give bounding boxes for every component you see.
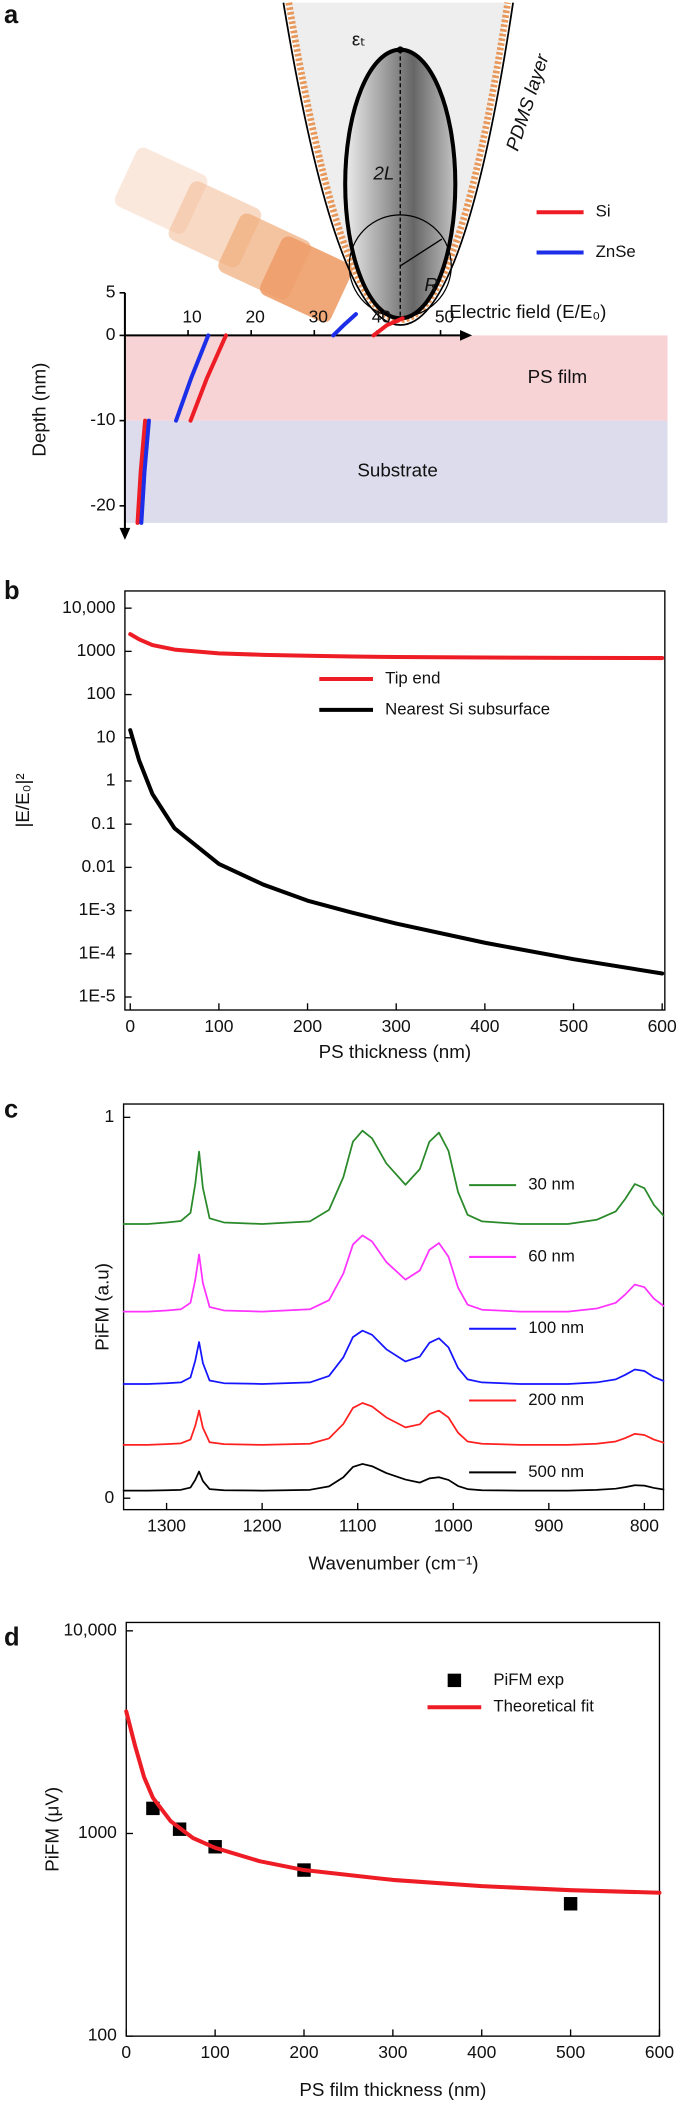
y-tick-label: 0.1 [91,813,115,833]
x-axis-label: PS film thickness (nm) [299,2079,486,2100]
x-tick-label: 300 [378,2042,407,2062]
y-tick-label: 1000 [78,1822,117,1842]
data-line [128,632,665,661]
x-tick-label: 300 [382,1016,411,1036]
x-tick-label: 100 [204,1016,233,1036]
data-line [128,728,665,976]
region-label: PS film [528,366,588,387]
region [124,420,668,523]
y-tick-label: 5 [106,281,116,301]
y-tick-label: 10 [96,726,116,746]
x-tick-label: 50 [435,307,455,327]
x-tick-label: 500 [556,2042,585,2062]
panel-letter: a [4,1,19,29]
y-axis-label: PiFM (μV) [42,1787,63,1872]
x-axis-label: PS thickness (nm) [319,1041,472,1062]
y-tick-label: 100 [86,683,115,703]
annotation: PDMS layer [502,51,553,154]
panel-letter: c [4,1095,18,1123]
light-beam [114,147,353,323]
x-tick-label: 400 [467,2042,496,2062]
legend-label: ZnSe [596,242,636,261]
x-tick-label: 1300 [147,1516,186,1536]
x-tick-label: 30 [309,307,329,327]
x-tick-label: 600 [645,2042,674,2062]
y-tick-label: 1 [104,1106,114,1126]
y-axis-label: PiFM (a.u) [91,1263,112,1351]
y-axis-label: |E/E₀|² [12,773,33,827]
legend-label: Theoretical fit [493,1697,594,1716]
radius-line [399,238,443,267]
x-tick-label: 20 [245,307,265,327]
annotation: R [424,274,438,295]
annotation: εₜ [352,28,366,49]
legend-label: 500 nm [528,1462,584,1481]
x-arrow [460,330,473,341]
y-tick-label: 0 [104,1487,114,1507]
x-tick-label: 400 [470,1016,499,1036]
y-tick-label: 10,000 [63,1619,117,1639]
x-tick-label: 0 [121,2042,131,2062]
region-label: Substrate [357,460,437,481]
legend-label: PiFM exp [493,1670,564,1689]
y-tick-label: 0 [106,324,116,344]
x-tick-label: 1000 [434,1516,473,1536]
data-point [563,1897,578,1911]
x-tick-label: 40 [372,307,392,327]
x-tick-label: 200 [293,1016,322,1036]
x-tick-label: 200 [289,2042,318,2062]
plot-frame [122,1103,665,1511]
annotation: 2L [372,163,394,184]
data-line [122,1329,665,1385]
data-line [122,1402,665,1446]
y-tick-label: -20 [90,494,116,514]
x-tick-label: 10 [182,307,202,327]
data-line [124,1709,662,1895]
y-tick-label: 1 [106,770,116,790]
y-tick-label: 10,000 [62,597,116,617]
y-tick-label: 1E-3 [79,899,116,919]
y-tick-label: 0.01 [82,856,116,876]
x-tick-label: 0 [125,1016,135,1036]
y-axis-label: Depth (nm) [28,363,49,457]
x-tick-label: 900 [534,1516,563,1536]
region [124,335,668,421]
legend-label: Tip end [385,668,440,687]
y-arrow [119,527,131,540]
legend-label: Si [596,202,611,221]
x-tick-label: 800 [630,1516,659,1536]
data-line [135,316,405,525]
x-axis-label: Electric field (E/E₀) [449,301,606,322]
x-tick-label: 1200 [243,1516,282,1536]
plot-frame [124,590,666,1011]
legend-label: 100 nm [528,1318,584,1337]
tip-dot [396,46,404,54]
y-tick-label: 1000 [77,640,116,660]
tip-outline [282,2,514,326]
panel-letter: b [4,577,20,605]
x-tick-label: 100 [201,2042,230,2062]
legend-label: 60 nm [528,1246,575,1265]
x-tick-label: 1100 [339,1516,377,1536]
x-axis-label: Wavenumber (cm⁻¹) [309,1553,479,1574]
x-tick-label: 600 [648,1016,677,1036]
x-tick-label: 500 [559,1016,588,1036]
legend-label: 200 nm [528,1390,584,1409]
data-line [139,312,358,525]
legend-marker [447,1673,462,1688]
plot-frame [125,1621,661,2037]
y-tick-label: -10 [90,409,116,429]
panel-letter: d [4,1623,20,1651]
y-tick-label: 100 [88,2025,117,2045]
legend-label: 30 nm [528,1175,575,1194]
y-tick-label: 1E-5 [79,986,116,1006]
data-line [122,1234,665,1313]
data-line [122,1463,665,1492]
legend-label: Nearest Si subsurface [385,699,550,718]
data-line [122,1129,665,1225]
y-tick-label: 1E-4 [79,942,116,962]
beam-square [259,236,353,323]
